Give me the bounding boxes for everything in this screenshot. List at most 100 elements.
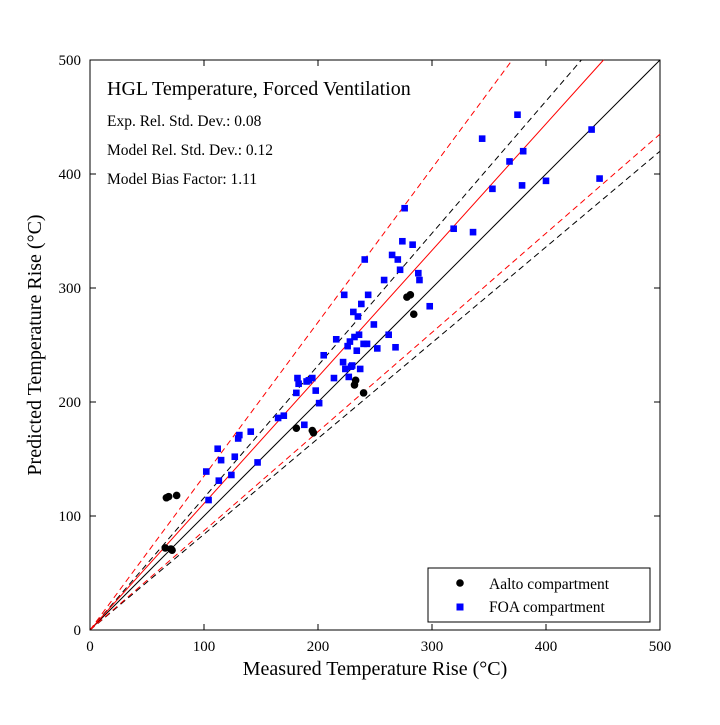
- x-tick-label-3: 300: [421, 639, 444, 655]
- stat-model-bias-factor: Model Bias Factor: 1.11: [107, 171, 257, 188]
- point-series1-28: [344, 342, 351, 350]
- point-series1-1: [205, 496, 212, 504]
- y-tick-label-2: 200: [59, 395, 82, 411]
- point-series1-61: [489, 185, 496, 193]
- point-series1-15: [295, 380, 302, 388]
- point-series1-21: [315, 399, 323, 407]
- exp-uncertainty-line-0: [89, 59, 582, 631]
- point-series1-53: [401, 204, 408, 212]
- point-series0-10: [351, 376, 360, 385]
- axis-ticks: 0 100 200 300 400 500 0 100 200 300 400 500: [59, 53, 672, 655]
- identity-line: [89, 59, 661, 631]
- point-series1-37: [355, 331, 363, 339]
- point-series1-12: [280, 412, 288, 419]
- point-series1-48: [388, 251, 396, 259]
- point-series1-43: [364, 291, 372, 299]
- y-tick-label-3: 300: [59, 281, 82, 297]
- reference-lines: [89, 59, 661, 631]
- point-series1-49: [392, 343, 399, 351]
- point-series1-10: [254, 459, 261, 466]
- point-series1-38: [356, 365, 364, 373]
- model-uncertainty-line-0: [89, 59, 513, 631]
- stat-exp-rel-std-dev: Exp. Rel. Std. Dev.: 0.08: [107, 113, 262, 130]
- point-series1-52: [399, 237, 406, 245]
- point-series1-60: [478, 135, 486, 142]
- chart-title: HGL Temperature, Forced Ventilation: [107, 78, 411, 100]
- point-series1-0: [202, 468, 210, 475]
- point-series1-18: [305, 377, 313, 384]
- point-series1-2: [214, 445, 221, 453]
- point-series1-29: [345, 373, 353, 381]
- x-tick-label-0: 0: [86, 639, 94, 655]
- point-series1-44: [370, 321, 378, 328]
- point-series1-67: [588, 126, 595, 133]
- point-series0-11: [359, 389, 368, 397]
- point-series1-9: [247, 428, 255, 435]
- point-series1-64: [518, 182, 526, 189]
- point-series1-6: [231, 453, 239, 461]
- point-series1-46: [380, 276, 388, 284]
- y-tick-label-0: 0: [74, 623, 82, 639]
- point-series1-56: [416, 276, 423, 284]
- point-series1-32: [348, 362, 356, 369]
- point-series1-54: [409, 241, 416, 248]
- point-series0-1: [164, 492, 173, 501]
- point-series1-59: [469, 228, 477, 236]
- point-series1-57: [426, 302, 434, 310]
- point-series1-5: [228, 471, 235, 479]
- point-series1-4: [217, 456, 225, 464]
- legend-marker-foa: [456, 603, 464, 611]
- point-series0-8: [309, 428, 318, 437]
- point-series1-27: [342, 365, 349, 373]
- point-series1-13: [293, 389, 300, 397]
- stat-model-rel-std-dev: Model Rel. Std. Dev.: 0.12: [107, 142, 273, 159]
- legend-label-foa: FOA compartment: [489, 599, 605, 616]
- point-series1-23: [330, 374, 338, 382]
- legend-label-aalto: Aalto compartment: [489, 576, 610, 593]
- legend-box: [427, 567, 651, 623]
- point-series1-14: [294, 374, 301, 382]
- point-series1-62: [506, 158, 513, 165]
- point-series1-22: [320, 351, 327, 359]
- point-series1-50: [394, 256, 402, 263]
- point-series1-55: [415, 269, 422, 277]
- point-series1-35: [353, 347, 361, 354]
- point-series1-66: [542, 177, 550, 185]
- point-series0-5: [168, 546, 176, 554]
- point-series1-42: [363, 340, 371, 348]
- point-series1-11: [274, 414, 282, 422]
- data-points: [161, 111, 603, 554]
- point-series0-14: [409, 310, 418, 319]
- point-series1-8: [236, 431, 243, 439]
- point-series0-3: [161, 544, 170, 552]
- legend: Aalto compartment FOA compartment: [427, 567, 651, 623]
- point-series1-63: [514, 111, 521, 119]
- point-series1-30: [346, 338, 354, 345]
- point-series1-47: [385, 331, 392, 339]
- point-series1-20: [312, 387, 320, 394]
- y-tick-label-4: 400: [59, 167, 82, 183]
- point-series1-24: [332, 336, 340, 343]
- point-series1-26: [340, 291, 348, 299]
- legend-marker-aalto: [456, 579, 464, 587]
- x-tick-label-4: 400: [535, 639, 558, 655]
- point-series1-40: [360, 340, 367, 348]
- point-series1-39: [358, 300, 365, 308]
- point-series1-65: [519, 147, 527, 155]
- x-tick-label-5: 500: [649, 639, 672, 655]
- point-series1-36: [354, 313, 362, 320]
- y-tick-label-1: 100: [59, 509, 82, 525]
- point-series1-7: [234, 435, 242, 442]
- y-axis-label: Predicted Temperature Rise (°C): [24, 214, 46, 475]
- x-axis-label: Measured Temperature Rise (°C): [243, 658, 507, 680]
- point-series0-2: [172, 491, 181, 500]
- exp-uncertainty-line-1: [89, 150, 661, 631]
- x-tick-label-1: 100: [193, 639, 216, 655]
- point-series1-25: [339, 358, 347, 366]
- point-series1-16: [301, 421, 308, 429]
- point-series1-45: [373, 345, 381, 352]
- point-series1-51: [396, 266, 404, 274]
- point-series1-68: [596, 175, 603, 182]
